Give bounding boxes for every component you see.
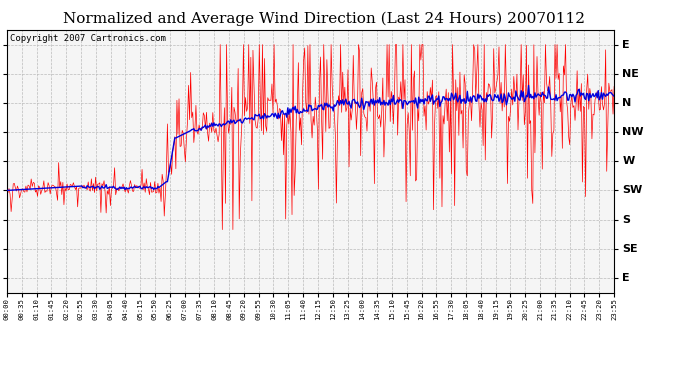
Text: NE: NE bbox=[622, 69, 640, 79]
Text: SW: SW bbox=[622, 185, 642, 195]
Text: E: E bbox=[622, 273, 630, 283]
Text: N: N bbox=[622, 98, 631, 108]
Text: S: S bbox=[622, 214, 631, 225]
Text: SE: SE bbox=[622, 244, 638, 254]
Text: NW: NW bbox=[622, 127, 644, 137]
Text: W: W bbox=[622, 156, 635, 166]
Text: E: E bbox=[622, 40, 630, 50]
Text: Copyright 2007 Cartronics.com: Copyright 2007 Cartronics.com bbox=[10, 34, 166, 43]
Text: Normalized and Average Wind Direction (Last 24 Hours) 20070112: Normalized and Average Wind Direction (L… bbox=[63, 11, 585, 26]
